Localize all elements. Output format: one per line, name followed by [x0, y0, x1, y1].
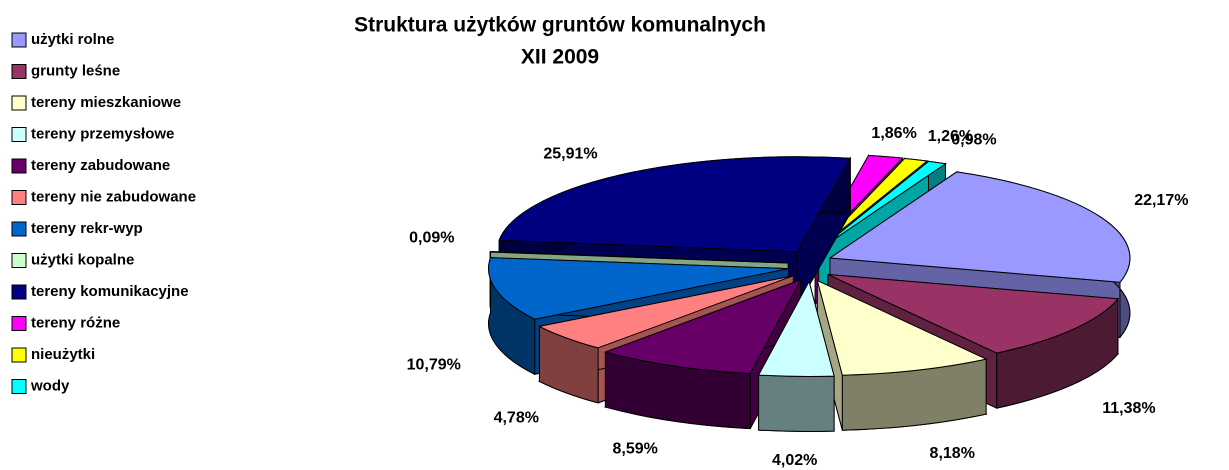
slice-top — [498, 156, 852, 253]
legend-swatch — [11, 64, 27, 79]
chart-title: Struktura użytków gruntów komunalnych — [354, 14, 766, 37]
slice-top — [488, 257, 789, 320]
slice-top — [603, 279, 802, 375]
data-label: 4,02% — [772, 452, 817, 469]
data-label: 22,17% — [1134, 192, 1188, 209]
slice-top — [816, 158, 929, 250]
data-label: 10,79% — [407, 356, 461, 373]
slice-top — [816, 279, 988, 376]
chart-subtitle: XII 2009 — [521, 46, 599, 69]
slice-top — [828, 171, 1131, 283]
legend-label: tereny przemysłowe — [31, 125, 174, 142]
legend-swatch — [11, 32, 27, 48]
legend-swatch — [11, 347, 27, 363]
data-label: 1,26% — [928, 128, 973, 145]
data-label: 4,78% — [494, 410, 539, 427]
legend-swatch — [11, 379, 27, 394]
legend-label: tereny mieszkaniowe — [31, 94, 181, 111]
slice-top — [489, 250, 789, 264]
legend-swatch — [11, 284, 27, 300]
data-label: 11,38% — [1102, 400, 1155, 417]
slice-wall — [758, 374, 835, 432]
slice — [757, 280, 835, 432]
legend-label: nieużytki — [31, 346, 95, 363]
legend-label: tereny komunikacyjne — [31, 283, 189, 300]
data-label: 25,91% — [543, 145, 597, 162]
legend-swatch — [11, 95, 27, 111]
data-label: 8,18% — [930, 445, 975, 462]
legend-swatch — [11, 316, 27, 331]
legend-swatch — [11, 127, 27, 142]
legend-swatch — [11, 158, 27, 174]
slice-top — [827, 274, 1120, 354]
slice-top — [818, 160, 947, 251]
legend-label: wody — [30, 377, 70, 394]
slice — [603, 279, 802, 430]
legend-label: grunty leśne — [31, 62, 120, 79]
slice-top — [757, 280, 835, 377]
legend-swatch — [11, 221, 27, 237]
legend-swatch — [11, 253, 27, 268]
legend-label: tereny zabudowane — [31, 157, 170, 174]
legend-swatch — [11, 190, 27, 205]
data-label: 0,98% — [951, 131, 996, 148]
legend-label: użytki rolne — [31, 31, 114, 48]
data-label: 0,09% — [409, 230, 454, 247]
legend-label: tereny różne — [31, 314, 120, 331]
legend-label: tereny nie zabudowane — [31, 188, 196, 205]
legend-label: tereny rekr-wyp — [31, 220, 143, 237]
legend-label: użytki kopalne — [31, 251, 134, 268]
slice — [816, 279, 988, 431]
data-label: 1,86% — [871, 125, 916, 142]
data-label: 8,59% — [613, 440, 658, 457]
slice-top — [537, 275, 794, 349]
